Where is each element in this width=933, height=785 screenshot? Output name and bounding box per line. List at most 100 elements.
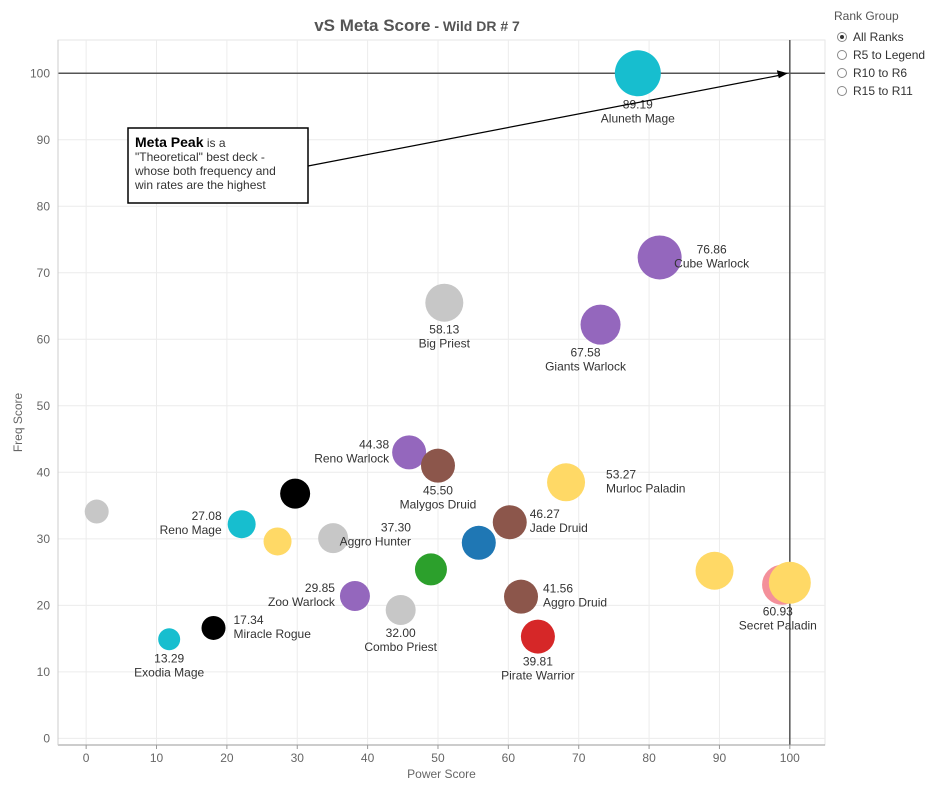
data-point[interactable] bbox=[637, 235, 682, 280]
data-point[interactable] bbox=[547, 463, 586, 502]
rank-group-option[interactable]: R10 to R6 bbox=[837, 64, 925, 82]
data-point[interactable] bbox=[504, 579, 539, 614]
data-label-name: Malygos Druid bbox=[400, 498, 477, 512]
radio-icon[interactable] bbox=[837, 68, 847, 78]
chart-title-sub: - Wild DR # 7 bbox=[430, 18, 520, 34]
y-tick-label: 60 bbox=[37, 332, 51, 346]
x-tick-label: 80 bbox=[642, 751, 656, 765]
x-tick-label: 90 bbox=[713, 751, 727, 765]
meta-peak-annotation: Meta Peak is a"Theoretical" best deck -w… bbox=[127, 70, 788, 204]
radio-icon[interactable] bbox=[837, 32, 847, 42]
data-point[interactable] bbox=[695, 551, 734, 590]
data-point[interactable] bbox=[520, 619, 555, 654]
data-points bbox=[84, 50, 811, 654]
annotation-bold: Meta Peak bbox=[135, 134, 204, 150]
data-point[interactable] bbox=[492, 505, 527, 540]
data-label-value: 44.38 bbox=[359, 437, 389, 451]
annotation-arrow bbox=[307, 74, 780, 167]
chart-title: vS Meta Score - Wild DR # 7 bbox=[314, 16, 520, 35]
data-point[interactable] bbox=[580, 304, 621, 345]
data-label-value: 13.29 bbox=[154, 651, 184, 665]
data-point[interactable] bbox=[263, 527, 292, 556]
annotation-line: win rates are the highest bbox=[134, 178, 266, 192]
data-point[interactable] bbox=[461, 525, 496, 560]
data-point[interactable] bbox=[425, 283, 464, 322]
rank-group-option[interactable]: R15 to R11 bbox=[837, 82, 925, 100]
y-tick-label: 50 bbox=[37, 399, 51, 413]
data-label-name: Aggro Druid bbox=[543, 596, 607, 610]
radio-icon[interactable] bbox=[837, 50, 847, 60]
data-label-value: 58.13 bbox=[429, 323, 459, 337]
rank-group-option[interactable]: All Ranks bbox=[837, 28, 925, 46]
data-label-name: Murloc Paladin bbox=[606, 481, 685, 495]
data-label-value: 45.50 bbox=[423, 484, 453, 498]
data-label-name: Miracle Rogue bbox=[234, 627, 312, 641]
y-tick-label: 80 bbox=[37, 199, 51, 213]
rank-group-option[interactable]: R5 to Legend bbox=[837, 46, 925, 64]
x-tick-label: 100 bbox=[780, 751, 800, 765]
annotation-arrowhead bbox=[776, 70, 788, 79]
y-tick-label: 90 bbox=[37, 133, 51, 147]
data-point[interactable] bbox=[201, 615, 226, 640]
rank-group-filter: All Ranks R5 to Legend R10 to R6 R15 to R11 bbox=[837, 28, 925, 100]
data-label-name: Cube Warlock bbox=[674, 256, 750, 270]
x-tick-label: 0 bbox=[83, 751, 90, 765]
data-label-value: 60.93 bbox=[763, 605, 793, 619]
data-label-name: Big Priest bbox=[419, 337, 471, 351]
data-point[interactable] bbox=[392, 435, 427, 470]
data-label-value: 37.30 bbox=[381, 520, 411, 534]
data-point[interactable] bbox=[280, 478, 311, 509]
y-tick-label: 20 bbox=[37, 598, 51, 612]
data-label-name: Aluneth Mage bbox=[601, 111, 675, 125]
radio-icon[interactable] bbox=[837, 86, 847, 96]
data-point[interactable] bbox=[158, 628, 181, 651]
rank-group-option-label: All Ranks bbox=[853, 30, 904, 44]
rank-group-option-label: R10 to R6 bbox=[853, 66, 908, 80]
y-axis-label: Freq Score bbox=[11, 392, 25, 452]
data-label-value: 67.58 bbox=[571, 346, 601, 360]
x-tick-label: 40 bbox=[361, 751, 375, 765]
data-point[interactable] bbox=[768, 561, 811, 604]
data-point[interactable] bbox=[318, 523, 349, 554]
y-tick-label: 100 bbox=[30, 66, 50, 80]
data-label-name: Giants Warlock bbox=[545, 360, 627, 374]
legend-title: Rank Group bbox=[834, 9, 899, 23]
chart-title-main: vS Meta Score bbox=[314, 16, 430, 35]
data-point[interactable] bbox=[339, 581, 370, 612]
data-point[interactable] bbox=[614, 50, 661, 97]
x-tick-label: 10 bbox=[150, 751, 164, 765]
y-tick-label: 70 bbox=[37, 266, 51, 280]
annotation-line: Meta Peak is a bbox=[135, 134, 226, 150]
data-label-value: 27.08 bbox=[192, 509, 222, 523]
data-label-name: Secret Paladin bbox=[739, 619, 817, 633]
data-point[interactable] bbox=[84, 499, 109, 524]
annotation-line: whose both frequency and bbox=[134, 164, 276, 178]
data-point[interactable] bbox=[385, 594, 416, 625]
data-label-value: 46.27 bbox=[530, 507, 560, 521]
data-point[interactable] bbox=[227, 510, 256, 539]
rank-group-option-label: R5 to Legend bbox=[853, 48, 926, 62]
axes: 0 10 20 30 40 50 60 70 80 90 100 0 10 20 30 40 50 60 70 80 9… bbox=[11, 40, 825, 781]
data-point[interactable] bbox=[414, 553, 447, 586]
x-tick-label: 60 bbox=[502, 751, 516, 765]
y-tick-label: 0 bbox=[43, 731, 50, 745]
annotation-line: "Theoretical" best deck - bbox=[135, 150, 265, 164]
data-label-name: Exodia Mage bbox=[134, 665, 204, 679]
data-point[interactable] bbox=[420, 448, 455, 483]
data-label-value: 17.34 bbox=[234, 613, 264, 627]
